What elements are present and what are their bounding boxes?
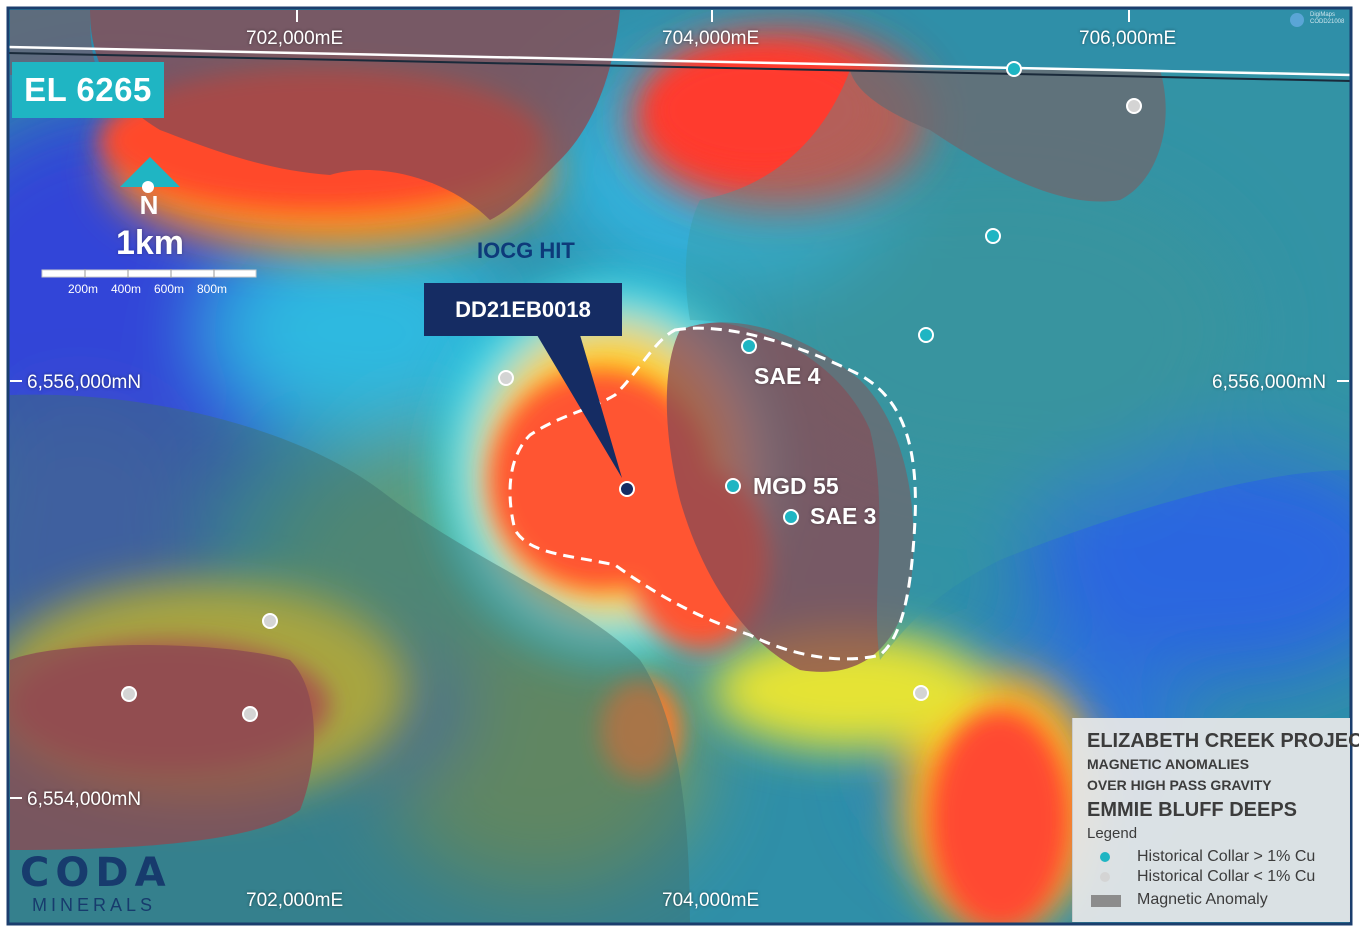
tenement-badge: EL 6265 — [12, 62, 164, 118]
collar-low-cu — [913, 685, 929, 701]
historical-collars — [121, 61, 1142, 722]
easting-label: 704,000mE — [662, 890, 760, 911]
collar-high-cu — [1006, 61, 1022, 77]
collar-high-cu — [918, 327, 934, 343]
watermark: DigiMaps CODD21008 — [1310, 12, 1345, 25]
map-frame — [6, 6, 1353, 926]
scale-tick: 400m — [111, 282, 142, 296]
scale-tick: 600m — [154, 282, 185, 296]
drillhole-callout: DD21EB0018 — [424, 283, 622, 336]
scale-label: 1km — [115, 224, 185, 262]
easting-label: 706,000mE — [1079, 28, 1177, 49]
legend-heading: Legend — [1087, 825, 1138, 842]
easting-label: 702,000mE — [246, 890, 344, 911]
grid-ticks — [10, 10, 1349, 799]
collar-high-cu — [741, 338, 757, 354]
scale-tick: 200m — [68, 282, 99, 296]
legend-subtitle: OVER HIGH PASS GRAVITY — [1087, 777, 1272, 793]
north-label: N — [139, 190, 159, 220]
callout-pointer-icon — [537, 335, 622, 478]
collar-low-icon — [1100, 872, 1110, 882]
collar-low-cu — [121, 686, 137, 702]
anomaly-swatch-icon — [1091, 895, 1121, 907]
sae-target-outline — [508, 326, 917, 661]
legend-item: Historical Collar < 1% Cu — [1137, 868, 1316, 885]
collar-high-cu — [985, 228, 1001, 244]
collar-low-cu — [1126, 98, 1142, 114]
collar-low-cu — [498, 370, 514, 386]
collar-low-cu — [242, 706, 258, 722]
collar-low-cu — [262, 613, 278, 629]
iocg-hit-label: IOCG HIT — [477, 238, 575, 263]
coda-logo-sub: MINERALS — [32, 895, 157, 915]
scale-tick: 800m — [197, 282, 228, 296]
scale-bar-icon — [41, 269, 257, 278]
collar-high-cu — [783, 509, 799, 525]
legend-item: Historical Collar > 1% Cu — [1137, 848, 1316, 865]
digimaps-icon — [1290, 13, 1304, 27]
northing-label: 6,556,000mN — [1212, 372, 1327, 393]
legend-subtitle: MAGNETIC ANOMALIES — [1087, 756, 1250, 772]
legend-area: EMMIE BLUFF DEEPS — [1087, 799, 1298, 821]
easting-label: 702,000mE — [246, 28, 344, 49]
collar-high-cu — [725, 478, 741, 494]
drillhole-dd21eb0018 — [619, 481, 635, 497]
legend-item: Magnetic Anomaly — [1137, 891, 1268, 908]
legend-panel: ELIZABETH CREEK PROJECT MAGNETIC ANOMALI… — [1072, 718, 1359, 922]
mgd55-label: MGD 55 — [753, 473, 839, 499]
northing-label: 6,554,000mN — [27, 789, 142, 810]
easting-label: 704,000mE — [662, 28, 760, 49]
north-arrow-icon — [120, 157, 180, 187]
coda-logo: CODA — [20, 850, 172, 896]
sae3-label: SAE 3 — [810, 503, 877, 529]
sae4-label: SAE 4 — [754, 363, 821, 389]
legend-project: ELIZABETH CREEK PROJECT — [1087, 730, 1359, 752]
collar-high-icon — [1100, 852, 1110, 862]
northing-label: 6,556,000mN — [27, 372, 142, 393]
